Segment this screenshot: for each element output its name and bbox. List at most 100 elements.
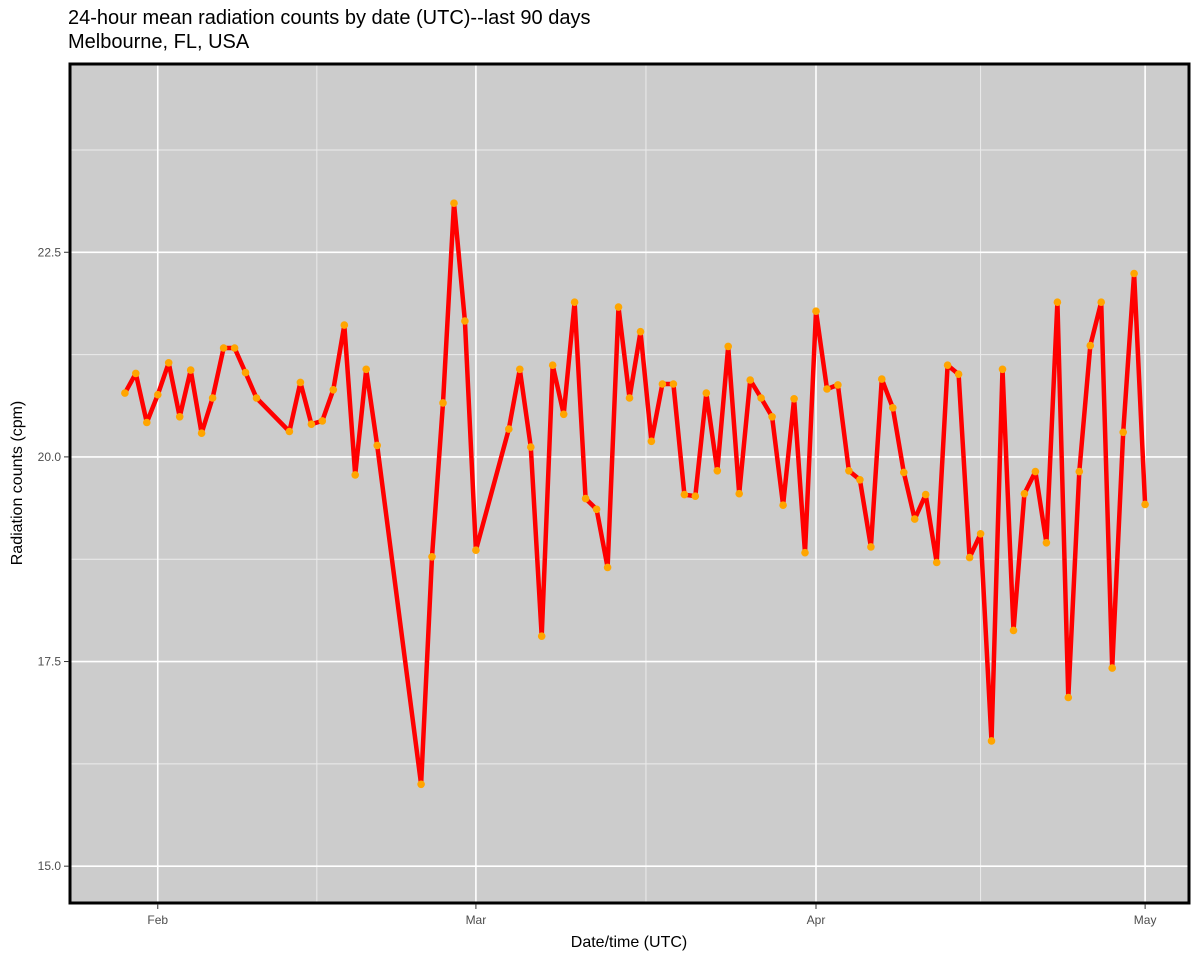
data-point-37 bbox=[603, 563, 612, 572]
x-tick-label-1: Mar bbox=[466, 913, 487, 927]
data-point-38 bbox=[614, 303, 623, 311]
data-point-74 bbox=[1009, 626, 1018, 635]
data-point-7 bbox=[197, 429, 206, 438]
y-tick-label-3: 22.5 bbox=[38, 245, 62, 259]
y-tick-label-1: 17.5 bbox=[38, 655, 62, 669]
data-point-35 bbox=[581, 494, 590, 503]
x-axis: Feb Mar Apr May bbox=[147, 904, 1156, 927]
data-point-10 bbox=[230, 344, 239, 352]
data-point-68 bbox=[943, 361, 952, 370]
data-point-13 bbox=[285, 427, 294, 436]
plot-panel bbox=[70, 64, 1189, 903]
data-point-54 bbox=[790, 395, 798, 403]
data-point-56 bbox=[812, 307, 820, 316]
data-point-46 bbox=[702, 389, 711, 397]
data-point-15 bbox=[307, 420, 316, 429]
x-axis-title: Date/time (UTC) bbox=[571, 934, 687, 951]
data-point-19 bbox=[351, 471, 360, 479]
data-point-6 bbox=[186, 366, 195, 374]
data-point-4 bbox=[164, 359, 173, 367]
data-point-33 bbox=[559, 410, 568, 419]
data-point-27 bbox=[472, 546, 480, 554]
data-point-48 bbox=[724, 342, 732, 351]
data-point-60 bbox=[856, 476, 864, 484]
data-point-62 bbox=[878, 375, 886, 383]
data-point-52 bbox=[768, 413, 776, 421]
data-point-59 bbox=[845, 467, 853, 475]
data-point-39 bbox=[625, 394, 634, 402]
data-point-22 bbox=[417, 780, 425, 789]
data-point-57 bbox=[823, 385, 831, 393]
grid-major bbox=[70, 64, 1189, 903]
data-point-41 bbox=[647, 437, 656, 446]
data-point-0 bbox=[121, 389, 129, 397]
data-point-86 bbox=[1141, 500, 1149, 509]
data-point-5 bbox=[175, 413, 184, 421]
data-point-63 bbox=[889, 404, 897, 412]
data-point-20 bbox=[362, 365, 371, 374]
data-point-30 bbox=[527, 443, 535, 451]
data-point-71 bbox=[976, 530, 985, 538]
data-point-3 bbox=[154, 390, 162, 399]
data-point-14 bbox=[296, 378, 305, 387]
data-point-12 bbox=[252, 394, 261, 402]
data-point-23 bbox=[428, 553, 436, 561]
data-point-32 bbox=[548, 361, 557, 370]
data-point-55 bbox=[801, 548, 809, 557]
data-point-53 bbox=[779, 501, 787, 510]
data-point-29 bbox=[516, 365, 524, 374]
data-point-31 bbox=[537, 632, 546, 640]
data-point-76 bbox=[1031, 467, 1040, 476]
data-point-66 bbox=[921, 490, 930, 499]
data-point-49 bbox=[735, 489, 743, 498]
data-point-75 bbox=[1020, 489, 1029, 498]
data-point-78 bbox=[1053, 298, 1062, 307]
data-point-50 bbox=[746, 376, 754, 384]
data-point-1 bbox=[132, 369, 140, 378]
y-tick-label-2: 20.0 bbox=[38, 450, 62, 464]
data-point-45 bbox=[691, 492, 700, 501]
data-point-21 bbox=[373, 441, 382, 450]
data-point-83 bbox=[1108, 664, 1116, 672]
data-point-40 bbox=[636, 327, 645, 336]
data-point-58 bbox=[834, 381, 842, 389]
x-tick-label-3: May bbox=[1134, 913, 1157, 927]
y-axis-title: Radiation counts (cpm) bbox=[9, 401, 26, 566]
data-point-69 bbox=[954, 370, 963, 379]
data-point-42 bbox=[658, 380, 667, 388]
y-tick-label-0: 15.0 bbox=[38, 859, 62, 873]
data-point-8 bbox=[208, 394, 217, 402]
data-point-70 bbox=[965, 553, 974, 562]
data-point-67 bbox=[932, 558, 941, 567]
x-tick-label-0: Feb bbox=[147, 913, 168, 927]
data-point-61 bbox=[867, 543, 875, 551]
data-point-81 bbox=[1086, 341, 1095, 350]
data-point-85 bbox=[1130, 269, 1138, 278]
data-point-18 bbox=[340, 321, 349, 329]
chart-title: 24-hour mean radiation counts by date (U… bbox=[68, 7, 591, 29]
data-point-28 bbox=[505, 425, 513, 433]
data-point-43 bbox=[669, 380, 678, 388]
data-point-51 bbox=[757, 394, 765, 402]
grid-minor bbox=[70, 64, 1189, 903]
data-point-73 bbox=[998, 365, 1007, 374]
data-point-47 bbox=[713, 467, 722, 475]
data-point-79 bbox=[1064, 693, 1073, 702]
data-point-82 bbox=[1097, 298, 1105, 307]
data-point-72 bbox=[987, 737, 996, 745]
series-points bbox=[121, 199, 1149, 789]
plot-border bbox=[68, 62, 1191, 905]
data-point-25 bbox=[450, 199, 458, 207]
data-point-36 bbox=[592, 505, 601, 514]
data-point-16 bbox=[318, 417, 327, 425]
chart-subtitle: Melbourne, FL, USA bbox=[68, 31, 250, 53]
data-point-24 bbox=[439, 399, 447, 407]
data-point-17 bbox=[329, 386, 338, 394]
data-point-80 bbox=[1075, 467, 1084, 476]
data-point-11 bbox=[241, 368, 250, 377]
data-point-44 bbox=[680, 490, 689, 499]
data-point-34 bbox=[570, 298, 579, 307]
y-axis: 15.0 17.5 20.0 22.5 bbox=[38, 245, 69, 873]
x-tick-label-2: Apr bbox=[807, 913, 826, 927]
data-point-64 bbox=[900, 468, 908, 477]
